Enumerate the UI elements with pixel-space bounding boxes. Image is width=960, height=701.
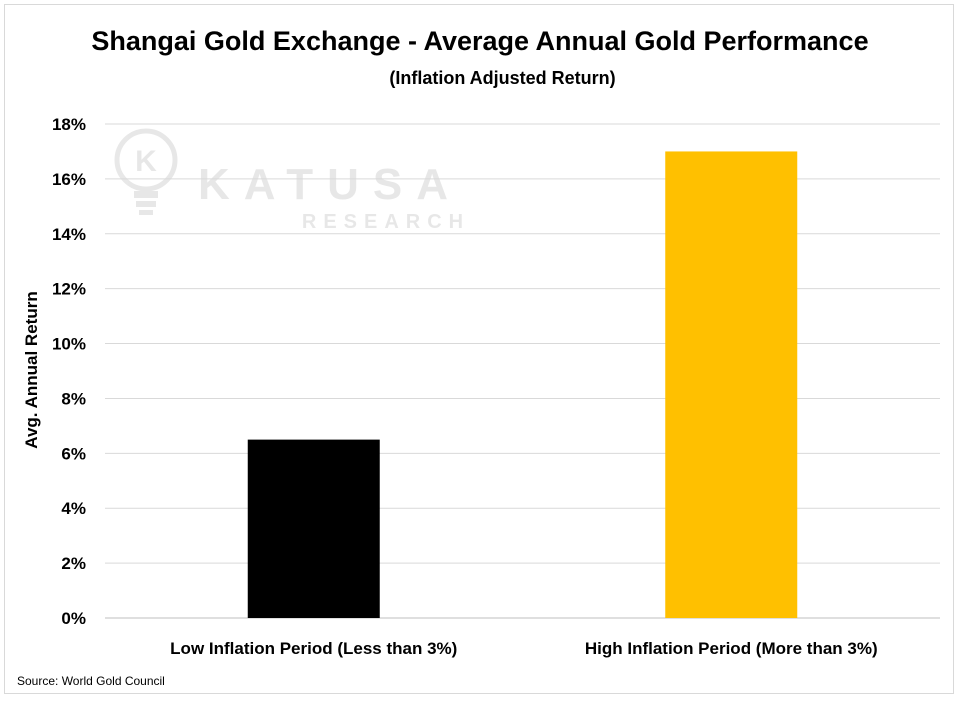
bar xyxy=(665,151,798,618)
bar xyxy=(247,439,380,618)
y-tick-label: 8% xyxy=(61,389,86,408)
y-tick-label: 12% xyxy=(52,280,86,299)
y-tick-label: 18% xyxy=(52,115,86,134)
y-axis-label: Avg. Annual Return xyxy=(22,291,41,448)
watermark-logo-letter: K xyxy=(135,145,157,178)
y-tick-label: 6% xyxy=(61,444,86,463)
y-tick-label: 2% xyxy=(61,554,86,573)
y-tick-label: 4% xyxy=(61,499,86,518)
y-tick-label: 14% xyxy=(52,225,86,244)
x-tick-label: High Inflation Period (More than 3%) xyxy=(585,639,878,658)
chart-subtitle: (Inflation Adjusted Return) xyxy=(389,68,616,88)
chart-title: Shangai Gold Exchange - Average Annual G… xyxy=(91,26,869,56)
watermark-sub: RESEARCH xyxy=(302,211,470,233)
y-tick-label: 0% xyxy=(61,609,86,628)
bars xyxy=(247,151,798,618)
lightbulb-logo-icon: K xyxy=(114,128,178,215)
y-tick-label: 16% xyxy=(52,170,86,189)
source-note: Source: World Gold Council xyxy=(17,674,165,688)
x-tick-labels: Low Inflation Period (Less than 3%) High … xyxy=(170,639,877,658)
gridlines xyxy=(105,123,940,619)
watermark-brand: KATUSA xyxy=(198,160,462,209)
y-tick-labels: 0% 2% 4% 6% 8% 10% 12% 14% 16% 18% xyxy=(52,115,86,628)
y-tick-label: 10% xyxy=(52,335,86,354)
x-tick-label: Low Inflation Period (Less than 3%) xyxy=(170,639,457,658)
watermark: K KATUSA RESEARCH xyxy=(114,128,470,233)
